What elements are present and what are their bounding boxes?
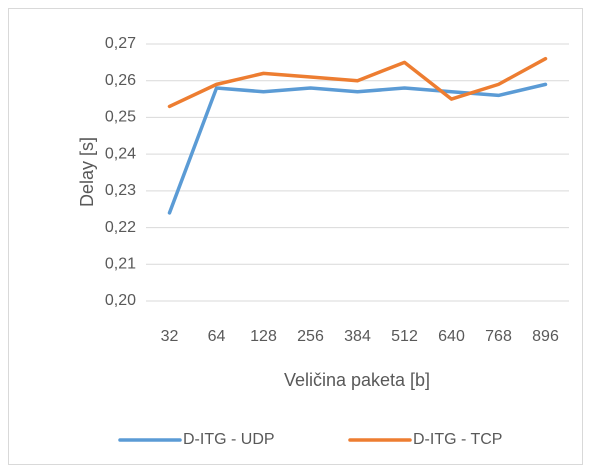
series-line [167,56,548,109]
legend-label: D-ITG - UDP [183,431,275,448]
x-tick-label: 896 [532,328,559,345]
legend-label: D-ITG - TCP [413,431,502,448]
x-tick-label: 640 [438,328,465,345]
y-tick-label: 0,22 [105,219,136,236]
x-tick-label: 64 [208,328,226,345]
y-tick-label: 0,24 [105,145,136,162]
x-tick-label: 384 [344,328,371,345]
x-tick-label: 128 [250,328,277,345]
y-tick-label: 0,23 [105,182,136,199]
x-axis-title: Veličina paketa [b] [284,370,430,390]
chart-border [8,8,583,465]
y-tick-label: 0,20 [105,292,136,309]
x-tick-label: 768 [485,328,512,345]
x-tick-label: 32 [161,328,179,345]
y-tick-label: 0,21 [105,256,136,273]
y-tick-label: 0,27 [105,35,136,52]
series-line [167,82,548,215]
x-tick-label: 256 [297,328,324,345]
y-tick-label: 0,26 [105,72,136,89]
y-axis-title: Delay [s] [77,137,97,207]
y-tick-label: 0,25 [105,109,136,126]
x-tick-label: 512 [391,328,418,345]
